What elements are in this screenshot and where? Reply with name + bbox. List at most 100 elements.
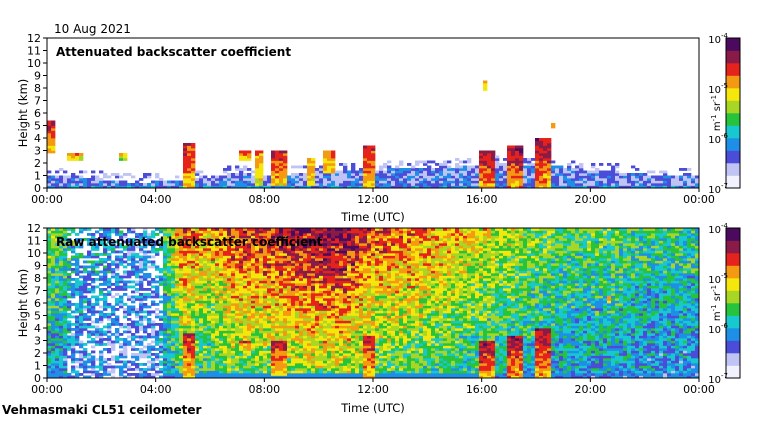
heatmap-cell bbox=[583, 171, 587, 174]
heatmap-cell bbox=[283, 356, 287, 359]
y-tick-label: 8 bbox=[34, 82, 41, 95]
heatmap-cell bbox=[383, 166, 387, 169]
heatmap-cell bbox=[271, 343, 275, 346]
heatmap-cell bbox=[111, 251, 115, 254]
heatmap-cell bbox=[55, 373, 59, 376]
heatmap-cell bbox=[75, 156, 79, 159]
heatmap-cell bbox=[107, 371, 111, 374]
heatmap-cell bbox=[295, 313, 299, 316]
x-tick-label: 12:00 bbox=[357, 193, 389, 206]
heatmap-cell bbox=[119, 158, 123, 161]
heatmap-cell bbox=[363, 166, 367, 169]
heatmap-cell bbox=[347, 176, 351, 179]
heatmap-cell bbox=[235, 336, 239, 339]
heatmap-cell bbox=[227, 296, 231, 299]
heatmap-cell bbox=[495, 168, 499, 171]
heatmap-cell bbox=[255, 298, 259, 301]
heatmap-cell bbox=[191, 371, 195, 374]
heatmap-cell bbox=[295, 366, 299, 369]
heatmap-cell bbox=[263, 261, 267, 264]
heatmap-cell bbox=[335, 183, 339, 186]
heatmap-cell bbox=[307, 278, 311, 281]
heatmap-cell bbox=[243, 168, 247, 171]
heatmap-cell bbox=[367, 161, 371, 164]
heatmap-cell bbox=[147, 373, 151, 376]
heatmap-cell bbox=[319, 173, 323, 176]
heatmap-cell bbox=[99, 311, 103, 314]
heatmap-cell bbox=[495, 156, 499, 159]
heatmap-cell bbox=[231, 301, 235, 304]
heatmap-cell bbox=[263, 328, 267, 331]
heatmap-cell bbox=[147, 261, 151, 264]
heatmap-cell bbox=[579, 171, 583, 174]
heatmap-cell bbox=[171, 286, 175, 289]
heatmap-cell bbox=[123, 366, 127, 369]
heatmap-cell bbox=[463, 166, 467, 169]
heatmap-cell bbox=[275, 263, 279, 266]
heatmap-cell bbox=[507, 156, 511, 159]
heatmap-cell bbox=[255, 181, 259, 184]
heatmap-cell bbox=[63, 318, 67, 321]
heatmap-cell bbox=[287, 323, 291, 326]
heatmap-cell bbox=[211, 328, 215, 331]
heatmap-cell bbox=[211, 291, 215, 294]
heatmap-cell bbox=[235, 281, 239, 284]
heatmap-cell bbox=[127, 361, 131, 364]
heatmap-cell bbox=[135, 291, 139, 294]
heatmap-cell bbox=[359, 171, 363, 174]
heatmap-cell bbox=[647, 176, 651, 179]
heatmap-cell bbox=[275, 333, 279, 336]
heatmap-cell bbox=[515, 161, 519, 164]
heatmap-cell bbox=[259, 301, 263, 304]
heatmap-cell bbox=[267, 348, 271, 351]
heatmap-cell bbox=[543, 146, 547, 149]
heatmap-cell bbox=[267, 363, 271, 366]
heatmap-cell bbox=[219, 231, 223, 234]
heatmap-cell bbox=[295, 356, 299, 359]
heatmap-cell bbox=[519, 148, 523, 151]
heatmap-cell bbox=[139, 308, 143, 311]
heatmap-cell bbox=[259, 363, 263, 366]
heatmap-cell bbox=[143, 268, 147, 271]
heatmap-cell bbox=[243, 318, 247, 321]
heatmap-cell bbox=[171, 333, 175, 336]
heatmap-cell bbox=[251, 368, 255, 371]
heatmap-cell bbox=[307, 306, 311, 309]
heatmap-cell bbox=[175, 331, 179, 334]
heatmap-cell bbox=[51, 338, 55, 341]
heatmap-cell bbox=[171, 356, 175, 359]
heatmap-cell bbox=[327, 156, 331, 159]
heatmap-cell bbox=[299, 321, 303, 324]
heatmap-cell bbox=[171, 288, 175, 291]
heatmap-cell bbox=[167, 253, 171, 256]
heatmap-cell bbox=[303, 326, 307, 329]
heatmap-cell bbox=[275, 281, 279, 284]
heatmap-cell bbox=[191, 363, 195, 366]
heatmap-cell bbox=[659, 183, 663, 186]
heatmap-cell bbox=[323, 171, 327, 174]
heatmap-cell bbox=[279, 266, 283, 269]
heatmap-cell bbox=[655, 181, 659, 184]
heatmap-cell bbox=[255, 296, 259, 299]
heatmap-cell bbox=[147, 343, 151, 346]
heatmap-cell bbox=[51, 231, 55, 234]
heatmap-cell bbox=[367, 151, 371, 154]
heatmap-cell bbox=[79, 303, 83, 306]
heatmap-cell bbox=[259, 171, 263, 174]
heatmap-cell bbox=[307, 268, 311, 271]
heatmap-cell bbox=[195, 178, 199, 181]
heatmap-cell bbox=[515, 151, 519, 154]
heatmap-cell bbox=[399, 163, 403, 166]
heatmap-cell bbox=[287, 331, 291, 334]
heatmap-cell bbox=[91, 331, 95, 334]
heatmap-cell bbox=[599, 178, 603, 181]
heatmap-cell bbox=[83, 183, 87, 186]
heatmap-cell bbox=[363, 156, 367, 159]
heatmap-cell bbox=[275, 168, 279, 171]
heatmap-cell bbox=[119, 356, 123, 359]
heatmap-cell bbox=[599, 181, 603, 184]
heatmap-cell bbox=[259, 328, 263, 331]
heatmap-cell bbox=[559, 173, 563, 176]
heatmap-cell bbox=[107, 318, 111, 321]
heatmap-cell bbox=[235, 183, 239, 186]
